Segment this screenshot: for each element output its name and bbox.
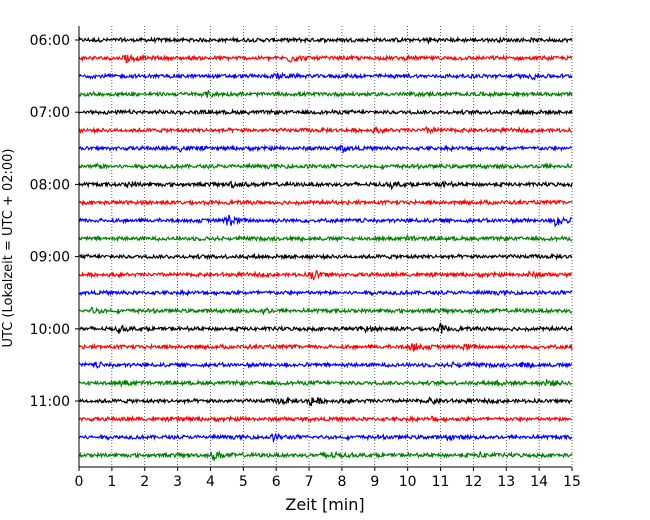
x-tick-label: 14: [530, 474, 548, 490]
trace-line: [78, 108, 573, 117]
x-tick-label: 9: [370, 474, 379, 490]
x-tick-label: 3: [173, 474, 182, 490]
x-tick-label: 13: [497, 474, 515, 490]
trace-line: [78, 378, 573, 389]
x-tick-label: 0: [75, 474, 84, 490]
trace-line: [78, 360, 573, 370]
trace-line: [78, 144, 573, 155]
trace-line: [78, 71, 573, 81]
trace-line: [78, 449, 573, 461]
trace-line: [78, 198, 573, 207]
trace-line: [78, 125, 573, 135]
trace-line: [78, 432, 573, 444]
trace-line: [78, 288, 573, 297]
trace-line: [78, 414, 573, 424]
x-tick-label: 2: [140, 474, 149, 490]
x-tick-label: 6: [272, 474, 281, 490]
y-tick-label: 11:00: [30, 394, 70, 410]
x-tick-label: 8: [337, 474, 346, 490]
trace-line: [78, 53, 573, 64]
trace-line: [78, 234, 573, 243]
axes: 0 1 2 3 4 5 6 7 8 9 10 11 12 13 14 1506:0007:0008:0009:…: [30, 26, 581, 490]
x-axis-label: Zeit [min]: [285, 495, 364, 514]
x-tick-label: 15: [563, 474, 581, 490]
x-tick-label: 1: [107, 474, 116, 490]
y-axis-label: UTC (Lokalzeit = UTC + 02:00): [1, 149, 16, 348]
trace-line: [78, 90, 573, 99]
x-tick-label: 12: [464, 474, 482, 490]
x-tick-label: 7: [305, 474, 314, 490]
trace-line: [78, 180, 573, 191]
x-tick-label: 11: [432, 474, 450, 490]
trace-line: [78, 35, 573, 45]
x-tick-label: 10: [399, 474, 417, 490]
trace-line: [78, 396, 573, 407]
x-tick-label: 4: [206, 474, 215, 490]
y-tick-label: 09:00: [30, 250, 70, 266]
trace-line: [78, 214, 573, 228]
x-tick-label: 5: [239, 474, 248, 490]
y-tick-label: 07:00: [30, 105, 70, 121]
trace-line: [78, 161, 573, 171]
trace-line: [78, 342, 573, 352]
y-tick-label: 08:00: [30, 177, 70, 193]
seismic-traces: [78, 35, 573, 461]
trace-line: [78, 306, 573, 316]
trace-line: [78, 321, 573, 335]
trace-line: [78, 252, 573, 261]
trace-line: [78, 270, 573, 281]
y-tick-label: 06:00: [30, 33, 70, 49]
y-tick-label: 10:00: [30, 322, 70, 338]
